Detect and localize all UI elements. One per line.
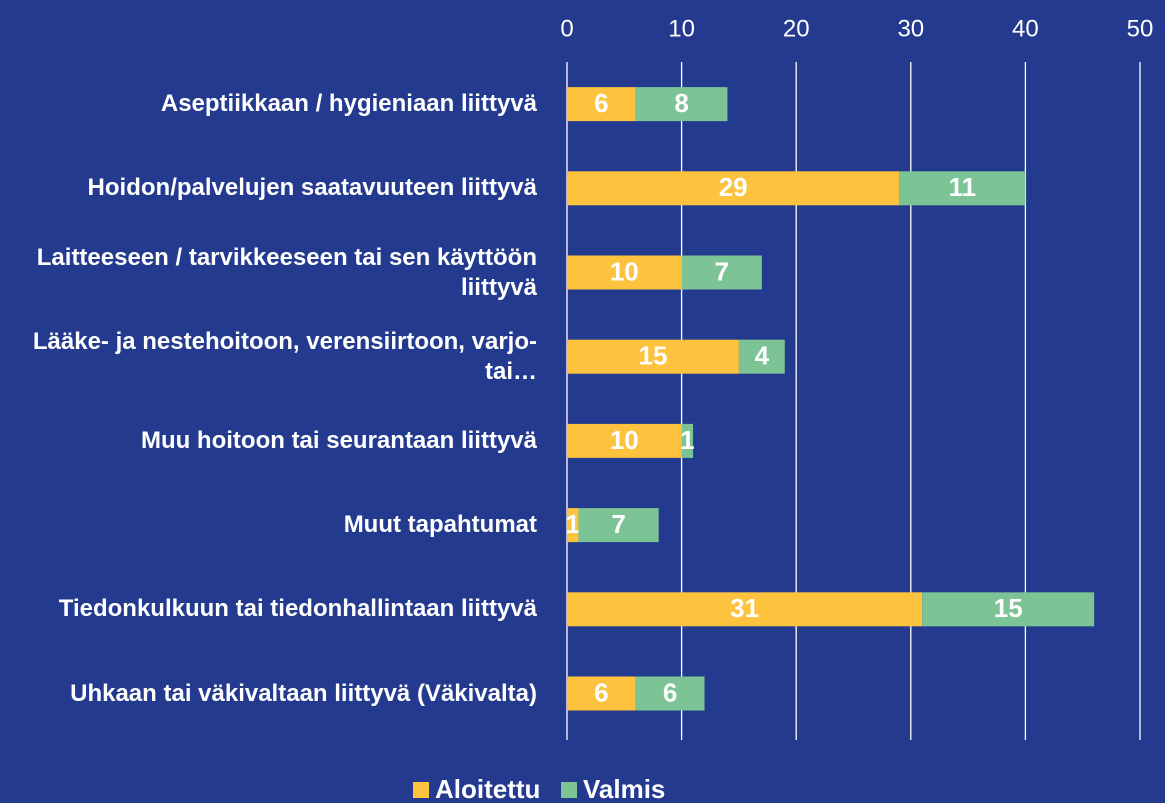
- x-tick-label: 10: [668, 15, 695, 42]
- data-label: 1: [680, 425, 694, 455]
- bar-segment: [635, 87, 728, 122]
- legend-swatch: [561, 782, 577, 798]
- data-label: 8: [674, 88, 688, 118]
- bar-segment: [567, 87, 636, 122]
- category-label: Aseptiikkaan / hygieniaan liittyvä: [160, 90, 537, 118]
- data-label: 7: [611, 509, 625, 539]
- x-tick-label: 50: [1127, 15, 1154, 42]
- data-label: 10: [610, 425, 639, 455]
- data-label: 4: [755, 341, 770, 371]
- category-label: Uhkaan tai väkivaltaan liittyvä (Väkival…: [70, 679, 537, 707]
- x-tick-label: 40: [1012, 15, 1039, 42]
- bar-segment: [567, 592, 923, 627]
- data-label: 15: [994, 593, 1023, 623]
- bar-segment: [681, 423, 694, 458]
- bar-segment: [899, 171, 1026, 206]
- legend-label: Aloitettu: [435, 774, 540, 803]
- data-label: 10: [610, 256, 639, 286]
- data-label: 7: [714, 256, 728, 286]
- bar-segment: [635, 676, 705, 711]
- data-label: 6: [594, 677, 608, 707]
- data-label: 31: [730, 593, 759, 623]
- category-label: Hoidon/palvelujen saatavuuteen liittyvä: [87, 174, 537, 202]
- bar-segment: [567, 423, 682, 458]
- data-label: 11: [949, 172, 977, 202]
- bar-segment: [567, 255, 682, 290]
- bar-segment: [578, 508, 659, 543]
- data-label: 1: [565, 509, 579, 539]
- bar-segment: [567, 171, 900, 206]
- bar-segment: [681, 255, 762, 290]
- category-label: Tiedonkulkuun tai tiedonhallintaan liitt…: [58, 595, 537, 623]
- x-tick-label: 20: [783, 15, 810, 42]
- x-tick-label: 30: [897, 15, 924, 42]
- data-label: 6: [663, 677, 677, 707]
- bar-segment: [567, 676, 636, 711]
- data-label: 6: [594, 88, 608, 118]
- legend-label: Valmis: [583, 774, 665, 803]
- data-label: 29: [719, 172, 748, 202]
- bar-segment: [567, 508, 579, 543]
- category-label: Lääke- ja nestehoitoon, verensiirtoon, v…: [32, 327, 537, 385]
- bar-segment: [738, 339, 785, 374]
- category-label: Muu hoitoon tai seurantaan liittyvä: [140, 426, 537, 454]
- bar-segment: [567, 339, 739, 374]
- category-label: Laitteeseen / tarvikkeeseen tai sen käyt…: [36, 243, 537, 301]
- category-label: Muut tapahtumat: [343, 511, 537, 539]
- legend-swatch: [413, 782, 429, 798]
- bar-segment: [922, 592, 1095, 627]
- data-label: 15: [638, 341, 667, 371]
- x-tick-label: 0: [560, 15, 573, 42]
